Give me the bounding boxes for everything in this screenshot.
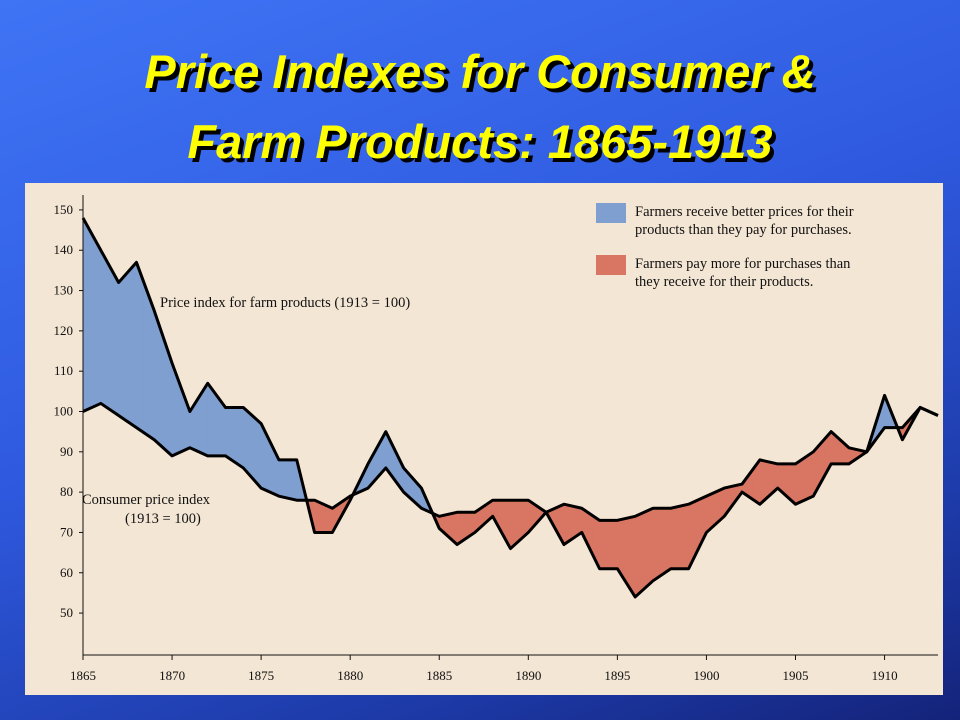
legend-swatch (596, 255, 626, 275)
y-tick-label: 140 (54, 242, 74, 257)
title: Price Indexes for Consumer & (144, 45, 815, 98)
title-shadow: Price Indexes for Consumer & (148, 49, 819, 102)
gap-area (278, 459, 297, 501)
x-tick-label: 1880 (337, 668, 363, 683)
series-line (81, 217, 939, 599)
gap-area (670, 503, 689, 569)
x-tick-label: 1875 (248, 668, 274, 683)
y-tick-label: 80 (60, 484, 73, 499)
y-tick-label: 130 (54, 283, 74, 298)
y-tick-label: 50 (60, 605, 73, 620)
series-annotation: Price index for farm products (1913 = 10… (160, 295, 410, 311)
legend-label: products than they pay for purchases. (635, 222, 852, 238)
y-tick-label: 110 (54, 363, 73, 378)
y-tick-label: 120 (54, 323, 74, 338)
plot: 50 60 70 80 90 100 110 120 130 140 150 1865 1870 1875… (54, 195, 939, 683)
y-tick-label: 60 (60, 565, 73, 580)
title: Farm Products: 1865-1913 (187, 115, 772, 168)
y-tick-label: 70 (60, 524, 73, 539)
legend-label: Farmers receive better prices for their (635, 204, 854, 220)
x-tick-label: 1890 (515, 668, 541, 683)
y-tick-label: 150 (54, 202, 74, 217)
series-annotation: Consumer price index (82, 492, 211, 508)
x-tick-label: 1870 (159, 668, 185, 683)
legend-swatch (596, 203, 626, 223)
y-tick-label: 100 (54, 403, 74, 418)
x-tick-label: 1905 (783, 668, 809, 683)
y-tick-label: 90 (60, 444, 73, 459)
x-tick-label: 1865 (70, 668, 96, 683)
x-tick-label: 1885 (426, 668, 452, 683)
x-tick-label: 1900 (693, 668, 719, 683)
series-annotation: (1913 = 100) (125, 511, 201, 527)
legend-label: they receive for their products. (635, 274, 813, 290)
legend-label: Farmers pay more for purchases than (635, 256, 851, 272)
x-tick-label: 1910 (872, 668, 898, 683)
x-tick-label: 1895 (604, 668, 630, 683)
gap-area (118, 261, 137, 429)
title-shadow: Farm Products: 1865-1913 (191, 119, 776, 172)
gap-area (599, 520, 618, 569)
series-line (82, 401, 939, 522)
